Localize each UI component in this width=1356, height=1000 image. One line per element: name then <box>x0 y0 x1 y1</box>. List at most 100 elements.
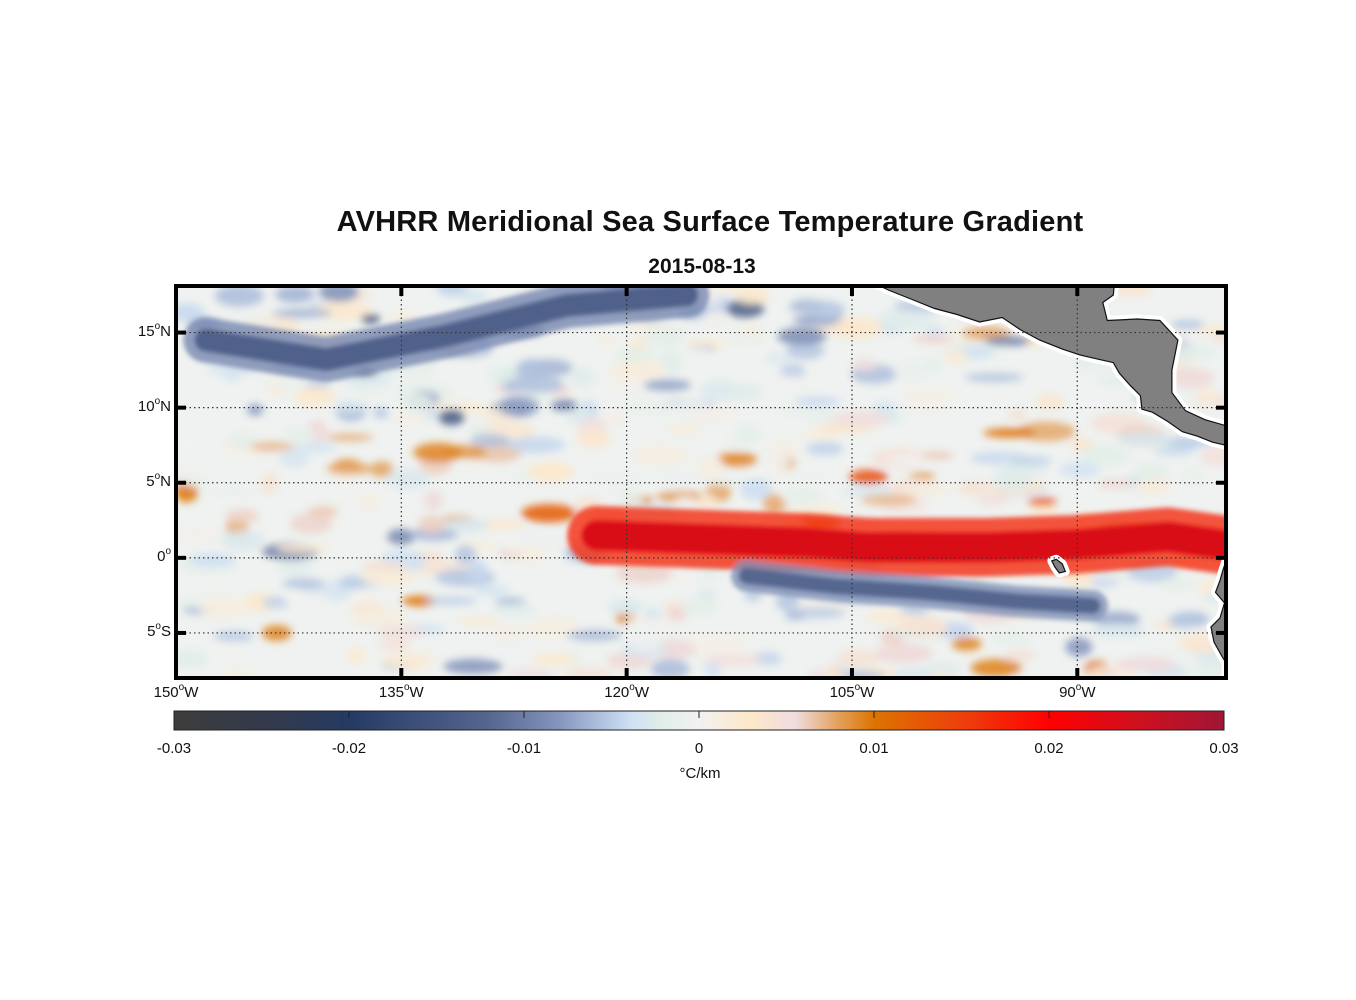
field-cell <box>377 625 424 639</box>
field-cell <box>615 563 673 584</box>
field-cell <box>1097 479 1133 489</box>
field-cell <box>469 424 491 436</box>
hemisphere-letter: N <box>160 322 171 340</box>
field-cell <box>258 380 304 389</box>
field-cell <box>781 486 825 505</box>
degree-symbol: o <box>854 682 861 693</box>
field-cell <box>277 556 313 577</box>
field-cell <box>282 578 325 589</box>
field-cell <box>1180 468 1204 487</box>
field-cell <box>703 653 763 667</box>
field-cell <box>382 653 431 670</box>
field-cell <box>790 505 844 515</box>
field-cell <box>837 649 879 667</box>
field-cell <box>385 468 431 489</box>
field-cell <box>1003 650 1036 662</box>
field-cell <box>360 570 417 586</box>
latitude-tick-label: 15oN <box>111 320 171 340</box>
field-cell <box>625 616 672 625</box>
tick-number: 10 <box>137 397 155 415</box>
field-cell <box>275 543 330 554</box>
colorbar-tick-label: -0.01 <box>506 740 542 757</box>
field-cell <box>176 303 205 322</box>
hemisphere-letter: N <box>160 472 171 490</box>
field-cell <box>780 363 806 379</box>
field-cell <box>525 617 581 639</box>
field-cell <box>661 350 682 372</box>
field-cell <box>347 589 378 603</box>
hemisphere-letter: S <box>160 622 171 640</box>
field-cell <box>725 383 763 402</box>
colorbar-tick-label: 0.02 <box>1034 740 1064 757</box>
field-cell <box>768 438 801 461</box>
field-cell <box>1116 656 1176 672</box>
hemisphere-letter: N <box>160 397 171 415</box>
latitude-tick-label: 5oN <box>111 471 171 490</box>
field-cell <box>1065 637 1093 657</box>
field-cell <box>771 375 811 389</box>
field-cell <box>493 602 535 617</box>
field-cell <box>960 485 996 494</box>
colorbar-tick-label: -0.02 <box>331 740 367 757</box>
field-cell <box>351 607 408 629</box>
field-cell <box>514 471 534 485</box>
field-cell <box>1094 611 1141 627</box>
front-band-core <box>738 568 1101 614</box>
degree-symbol: o <box>155 620 161 632</box>
field-cell <box>992 633 1032 645</box>
field-cell <box>784 611 806 621</box>
field-cell <box>690 634 748 653</box>
field-cell <box>326 462 373 475</box>
field-cell <box>777 327 827 346</box>
field-cell <box>188 553 236 566</box>
field-cell <box>880 319 923 329</box>
field-cell <box>901 398 947 410</box>
field-cell <box>1089 623 1146 638</box>
field-cell <box>454 545 477 565</box>
field-cell <box>225 508 260 524</box>
field-cell <box>469 433 511 448</box>
field-cell <box>1027 497 1057 506</box>
field-cell <box>515 358 547 381</box>
field-cell <box>318 286 359 302</box>
tick-number: 150 <box>153 684 179 701</box>
tick-number: 105 <box>829 684 855 701</box>
sst-gradient-field <box>176 286 1226 678</box>
field-cell <box>902 389 958 400</box>
colorbar-unit-label: °C/km <box>679 765 721 782</box>
field-cell <box>716 452 757 467</box>
field-cell <box>201 573 234 588</box>
field-cell <box>550 399 578 412</box>
field-cell <box>506 376 564 393</box>
land-mask <box>869 286 1226 678</box>
field-cell <box>215 286 264 307</box>
field-cell <box>891 667 935 678</box>
field-cell <box>247 404 264 416</box>
field-cell <box>735 286 769 305</box>
field-cell <box>872 401 899 413</box>
field-cell <box>893 360 930 382</box>
degree-symbol: o <box>154 320 161 332</box>
field-cell <box>665 424 701 435</box>
field-cell <box>632 445 690 465</box>
field-cell <box>1170 320 1205 329</box>
chart-subtitle: 2015-08-13 <box>648 255 756 278</box>
field-cell <box>808 669 828 678</box>
field-cell <box>504 542 524 555</box>
field-cell <box>841 486 900 497</box>
field-cell <box>621 400 677 413</box>
field-cell <box>874 643 933 664</box>
front-band-core <box>581 520 1226 562</box>
field-cell <box>977 494 1008 506</box>
field-cell <box>670 400 713 415</box>
field-cell <box>577 429 611 448</box>
field-cell <box>1170 368 1214 389</box>
field-cell <box>498 395 540 418</box>
field-cell <box>199 597 250 619</box>
degree-symbol: o <box>403 682 410 693</box>
field-cell <box>213 630 254 642</box>
field-cell <box>261 472 279 494</box>
field-cell <box>347 646 366 664</box>
latitude-tick-label: 5oS <box>111 620 171 640</box>
field-cell <box>586 471 645 492</box>
